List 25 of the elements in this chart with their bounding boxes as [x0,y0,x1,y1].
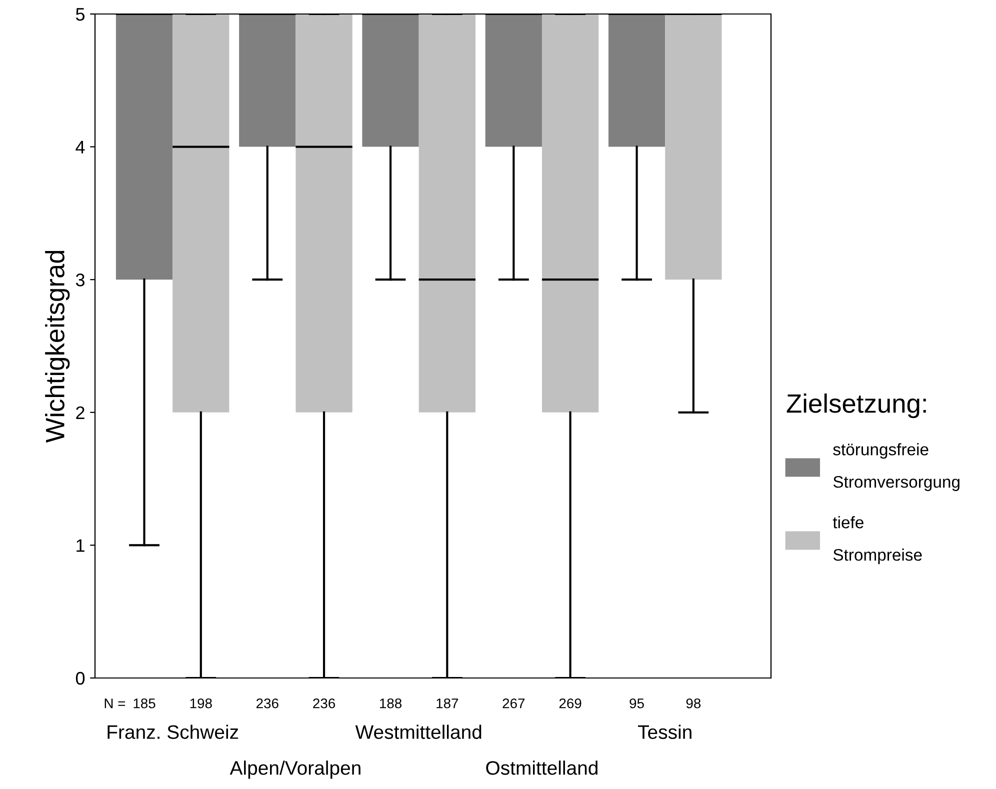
x-tick-label: Ostmittelland [486,760,598,775]
legend-title: Zielsetzung: [786,394,926,418]
x-tick-label: Franz. Schweiz [108,724,238,739]
text: 188 [380,698,402,708]
text: 236 [313,698,336,708]
y-tick-label: 5 [76,8,85,21]
y-tick-label: 1 [76,539,84,552]
text: 98 [686,698,701,708]
text: 267 [502,698,525,708]
y-tick-label: 4 [76,140,85,154]
text: 95 [630,698,644,708]
text: 187 [436,698,458,708]
text: N = [104,698,126,708]
text: 236 [256,698,278,708]
y-axis-title: Wichtigkeitsgrad [45,250,70,443]
text: 185 [134,698,156,708]
text: tiefe Strompreise [832,516,922,564]
text: 269 [559,698,582,708]
y-tick-label: 3 [76,274,84,286]
y-tick-label: 0 [76,672,85,685]
x-tick-label: Alpen/Voralpen [230,760,360,779]
x-tick-label: Tessin [638,724,692,739]
x-tick-label: Westmittelland [355,724,482,739]
y-tick-label: 2 [76,406,84,419]
text: 198 [190,698,212,708]
